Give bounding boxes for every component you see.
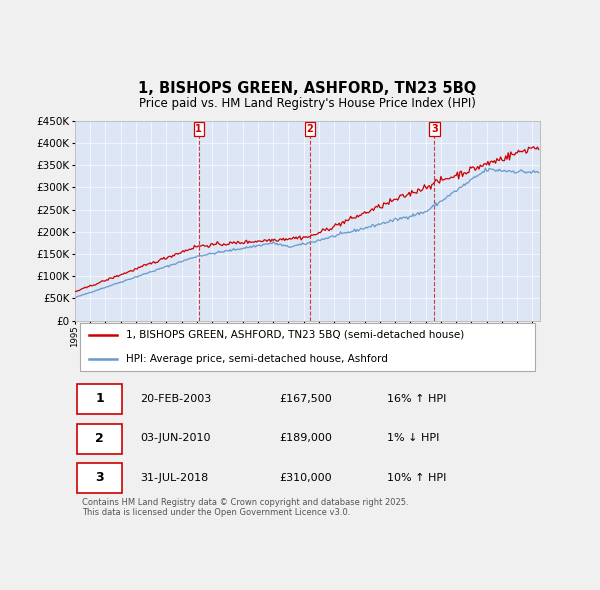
Text: 10% ↑ HPI: 10% ↑ HPI (386, 473, 446, 483)
Text: 31-JUL-2018: 31-JUL-2018 (140, 473, 208, 483)
Text: Contains HM Land Registry data © Crown copyright and database right 2025.
This d: Contains HM Land Registry data © Crown c… (82, 498, 409, 517)
Text: £189,000: £189,000 (280, 433, 332, 443)
Text: 20-FEB-2003: 20-FEB-2003 (140, 394, 211, 404)
Text: 1, BISHOPS GREEN, ASHFORD, TN23 5BQ: 1, BISHOPS GREEN, ASHFORD, TN23 5BQ (139, 81, 476, 96)
Text: £310,000: £310,000 (280, 473, 332, 483)
Text: 3: 3 (431, 124, 438, 134)
Text: 2: 2 (95, 432, 104, 445)
Text: 1% ↓ HPI: 1% ↓ HPI (386, 433, 439, 443)
FancyBboxPatch shape (77, 424, 121, 454)
Text: 1: 1 (95, 392, 104, 405)
FancyBboxPatch shape (77, 384, 121, 414)
Text: £167,500: £167,500 (280, 394, 332, 404)
Text: 3: 3 (95, 471, 104, 484)
Text: 1, BISHOPS GREEN, ASHFORD, TN23 5BQ (semi-detached house): 1, BISHOPS GREEN, ASHFORD, TN23 5BQ (sem… (126, 330, 464, 340)
Text: 03-JUN-2010: 03-JUN-2010 (140, 433, 211, 443)
Text: 16% ↑ HPI: 16% ↑ HPI (386, 394, 446, 404)
Text: 2: 2 (307, 124, 313, 134)
FancyBboxPatch shape (77, 464, 121, 493)
Text: 1: 1 (196, 124, 202, 134)
FancyBboxPatch shape (80, 323, 535, 371)
Text: HPI: Average price, semi-detached house, Ashford: HPI: Average price, semi-detached house,… (126, 354, 388, 364)
Text: Price paid vs. HM Land Registry's House Price Index (HPI): Price paid vs. HM Land Registry's House … (139, 97, 476, 110)
